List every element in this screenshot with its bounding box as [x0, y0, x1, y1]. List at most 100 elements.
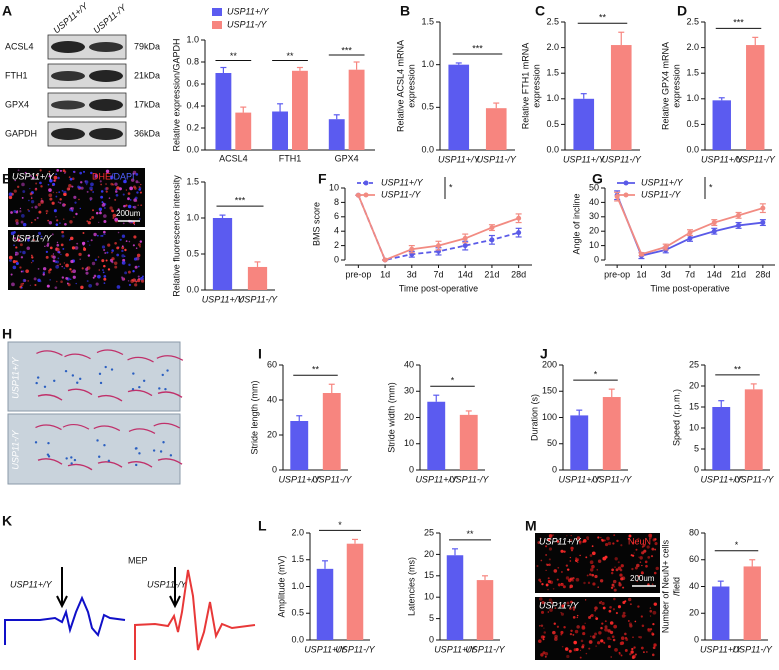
cell-dot [103, 230, 106, 234]
cell-dot [622, 611, 626, 615]
x-tick-label: USP11+/Y [700, 474, 743, 484]
cell-dot [98, 269, 101, 271]
cell-dot [563, 550, 566, 553]
significance: * [449, 182, 453, 192]
x-tick-label: 28d [511, 269, 526, 279]
cell-dot [8, 192, 13, 197]
cell-dot [12, 259, 17, 264]
cell-dot [591, 564, 595, 569]
cell-dot [49, 246, 53, 250]
y-tick-label: 30 [404, 386, 414, 396]
cell-dot [648, 533, 653, 538]
cell-dot [64, 172, 66, 174]
cell-dot [601, 539, 605, 542]
cell-dot [548, 598, 553, 602]
cell-dot [624, 600, 627, 603]
cell-dot [31, 197, 33, 199]
x-tick-label: USP11-/Y [592, 474, 632, 484]
cell-dot [563, 626, 566, 629]
cell-dot [550, 601, 554, 605]
cell-dot [581, 625, 585, 629]
cell-dot [540, 610, 545, 614]
cell-dot [545, 545, 548, 548]
cell-dot [127, 192, 131, 195]
cell-dot [637, 537, 640, 540]
y-axis-label: Relative expression/GAPDH [171, 38, 181, 151]
image-label: USP11-/Y [539, 600, 579, 610]
cell-dot [60, 280, 63, 284]
cell-dot [70, 259, 74, 264]
y-tick-label: 10 [689, 422, 699, 432]
cell-dot [612, 608, 616, 611]
cell-dot [121, 234, 126, 238]
cell-dot [69, 220, 73, 224]
cell-dot [15, 261, 19, 265]
y-axis-label: expression [671, 64, 681, 108]
significance: *** [235, 195, 246, 205]
cell-dot [537, 541, 541, 544]
arrow [56, 567, 68, 609]
cell-dot [124, 248, 127, 252]
cell-dot [620, 636, 625, 640]
y-tick-label: 15 [424, 570, 434, 580]
cell-dot [572, 608, 576, 611]
bar [290, 421, 309, 470]
panel-label: K [2, 513, 12, 529]
y-tick-label: 1.0 [186, 212, 199, 222]
cell-dot [643, 651, 645, 653]
cell-dot [72, 269, 77, 274]
cell-dot [601, 622, 604, 625]
cell-dot [17, 169, 20, 172]
y-tick-label: 1.0 [291, 581, 304, 591]
cell-dot [614, 557, 618, 561]
cell-dot [653, 571, 657, 575]
panel-label: C [535, 3, 545, 19]
cell-dot [70, 206, 75, 211]
cell-dot [112, 213, 117, 218]
cell-dot [552, 630, 556, 635]
cell-dot [100, 234, 103, 237]
panel-label: A [2, 3, 12, 19]
cell-dot [49, 268, 52, 271]
significance: * [594, 370, 598, 380]
footprint-dot [70, 456, 73, 459]
cell-dot [48, 270, 51, 274]
cell-dot [84, 180, 89, 184]
cell-dot [569, 577, 573, 581]
cell-dot [620, 654, 623, 657]
cell-dot [613, 588, 617, 592]
cell-dot [86, 220, 89, 222]
legend-label: USP11+/Y [227, 6, 270, 16]
cell-dot [137, 265, 140, 268]
cell-dot [631, 656, 635, 659]
cell-dot [649, 607, 652, 609]
cell-dot [629, 603, 632, 606]
cell-dot [121, 246, 125, 250]
cell-dot [579, 554, 581, 557]
cell-dot [123, 278, 126, 280]
significance: * [735, 540, 739, 550]
cell-dot [101, 234, 104, 237]
cell-dot [591, 573, 595, 577]
cell-dot [121, 249, 124, 253]
cell-dot [554, 637, 558, 641]
bar [328, 119, 345, 150]
cell-dot [39, 181, 42, 185]
y-tick-label: 6 [334, 211, 339, 221]
cell-dot [48, 174, 52, 178]
cell-dot [107, 243, 111, 247]
cell-dot [590, 613, 594, 617]
footprint-dot [104, 365, 107, 369]
y-tick-label: 15 [689, 401, 699, 411]
cell-dot [566, 654, 570, 659]
cell-dot [133, 257, 138, 261]
cell-dot [83, 246, 86, 249]
cell-dot [100, 195, 104, 199]
cell-dot [570, 535, 572, 537]
footprint-dot [65, 457, 68, 460]
footprint-image [7, 413, 181, 485]
cell-dot [63, 267, 66, 269]
footprint-dot [161, 373, 164, 377]
cell-dot [105, 183, 107, 185]
cell-dot [103, 277, 107, 281]
